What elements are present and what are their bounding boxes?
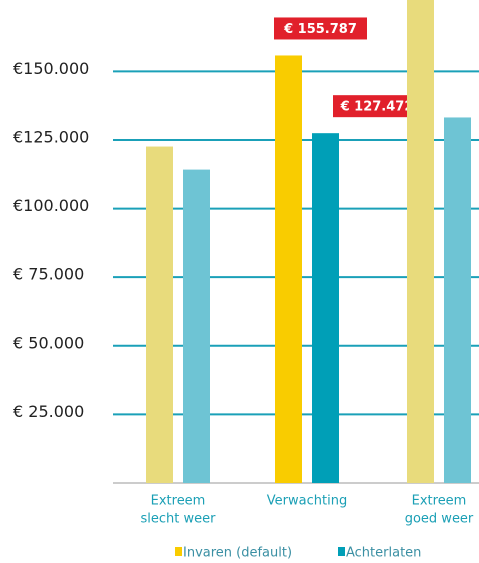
legend-swatch xyxy=(338,547,345,556)
value-label-box xyxy=(333,95,421,118)
y-tick-label: €125.000 xyxy=(13,127,89,146)
x-tick-label: slecht weer xyxy=(141,512,217,527)
legend-label: Achterlaten xyxy=(346,546,421,561)
bar xyxy=(444,117,471,483)
y-tick-label: €150.000 xyxy=(13,59,89,78)
y-tick-label: € 25.000 xyxy=(13,402,84,421)
bar xyxy=(275,55,302,483)
x-tick-label: Extreem xyxy=(151,494,206,509)
legend-label: Invaren (default) xyxy=(183,546,292,561)
y-tick-label: € 75.000 xyxy=(13,265,84,284)
x-tick-label: goed weer xyxy=(405,512,474,527)
value-label: € 155.787 xyxy=(283,22,357,37)
legend-swatch xyxy=(175,547,182,556)
bar xyxy=(183,169,210,483)
x-tick-label: Verwachting xyxy=(267,494,347,509)
x-tick-label: Extreem xyxy=(412,494,467,509)
y-tick-label: € 50.000 xyxy=(13,333,84,352)
bar xyxy=(146,146,173,484)
y-tick-label: €100.000 xyxy=(13,196,89,215)
bar xyxy=(312,133,339,483)
bar xyxy=(407,0,434,483)
value-label-box xyxy=(274,17,367,40)
value-label: € 127.472 xyxy=(340,100,414,115)
